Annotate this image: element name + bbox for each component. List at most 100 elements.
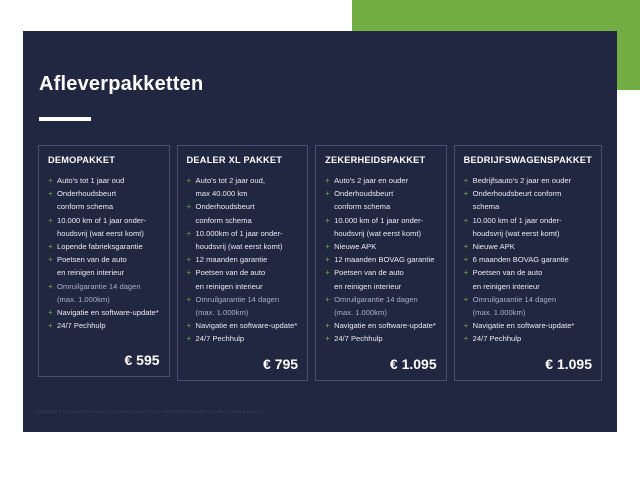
package-feature-label: Onderhoudsbeurt <box>57 189 117 199</box>
plus-icon: + <box>463 215 469 225</box>
package-feature-item: + Auto's tot 1 jaar oud <box>48 174 160 187</box>
package-feature-item: +12 maanden BOVAG garantie <box>325 253 437 266</box>
package-feature-item: + Poetsen van de auto en reinigen interieu… <box>325 266 437 292</box>
package-feature-label: 12 maanden BOVAG garantie <box>334 255 435 265</box>
package-card[interactable]: DEMOPAKKET + Auto's tot 1 jaar oud + Onderho… <box>38 145 170 377</box>
plus-icon: + <box>186 334 192 344</box>
package-feature-label: Navigatie en software-update* <box>334 321 436 331</box>
plus-icon: + <box>325 215 330 225</box>
package-feature-label: Lopende fabrieksgarantie <box>57 242 143 252</box>
package-feature-label: Poetsen van de auto <box>57 255 127 265</box>
package-price: € 1.095 <box>389 355 437 372</box>
plus-icon: + <box>463 268 469 278</box>
package-feature-label: 6 maanden BOVAG garantie <box>472 255 569 265</box>
package-card-title: DEALER XL PAKKET <box>186 155 283 165</box>
package-card[interactable]: DEALER XL PAKKET + Auto's tot 2 jaar oud, m… <box>176 145 309 381</box>
plus-icon: + <box>325 255 330 265</box>
plus-icon: + <box>186 268 192 278</box>
package-feature-item: + Onderhoudsbeurt conform schema <box>48 187 160 213</box>
package-feature-list: + Auto's tot 2 jaar oud, max 40.000 km + Ond… <box>187 174 299 346</box>
plus-icon: + <box>325 294 330 304</box>
package-feature-item: + Nieuwe APK <box>325 240 437 253</box>
package-feature-label: Poetsen van de auto <box>195 268 266 278</box>
footnote-text: Genoemde zijn nog niet verwerkt in getoo… <box>38 409 263 414</box>
package-feature-label: 10.000 km of 1 jaar onder- <box>57 215 147 225</box>
package-feature-item: + Navigatie en software-update* <box>187 319 299 332</box>
package-card[interactable]: ZEKERHEIDSPAKKET + Auto's 2 jaar en ouder +… <box>315 145 447 381</box>
package-feature-label: Auto's 2 jaar en ouder <box>334 176 409 185</box>
package-feature-item: + Poetsen van de auto en reinigen interieu… <box>464 266 592 292</box>
plus-icon: + <box>325 176 330 185</box>
package-card-title: DEMOPAKKET <box>48 155 116 165</box>
package-feature-label: Navigatie en software-update* <box>472 321 575 331</box>
package-feature-item: + Navigatie en software-update* <box>48 306 160 319</box>
title-underline-rule <box>39 117 91 121</box>
plus-icon: + <box>186 321 192 331</box>
plus-icon: + <box>186 228 192 238</box>
plus-icon: + <box>186 202 192 212</box>
package-feature-item: + Onderhoudsbeurt conform schema <box>325 187 437 213</box>
package-feature-item: + Nieuwe APK <box>464 240 592 253</box>
package-feature-label-continued: conform schema <box>57 202 114 212</box>
plus-icon: + <box>325 189 330 199</box>
package-feature-label: 12 maanden garantie <box>195 255 268 265</box>
package-feature-label-continued: (max. 1.000km) <box>57 294 110 304</box>
plus-icon: + <box>48 255 53 265</box>
package-feature-label: 10.000 km of 1 jaar onder- <box>472 215 562 225</box>
plus-icon: + <box>48 242 53 252</box>
package-feature-label-continued: (max. 1.000km) <box>195 308 249 318</box>
package-feature-item: + Navigatie en software-update* <box>464 319 592 332</box>
package-feature-item: +24/7 Pechhulp <box>187 332 299 345</box>
package-feature-label: Onderhoudsbeurt <box>334 189 394 199</box>
package-feature-label: Onderhoudsbeurt conform <box>472 189 562 199</box>
package-feature-label-continued: houdsvrij (wat eerst komt) <box>195 242 283 252</box>
package-feature-item: +24/7 Pechhulp <box>325 332 437 345</box>
package-feature-label: Omruilgarantie 14 dagen <box>472 294 557 304</box>
package-feature-item: +12 maanden garantie <box>187 253 299 266</box>
package-card-title: ZEKERHEIDSPAKKET <box>325 155 426 165</box>
package-feature-label: Navigatie en software-update* <box>57 308 159 318</box>
package-feature-item: +10.000km of 1 jaar onder-houdsvrij (wat… <box>187 227 299 253</box>
package-feature-item: + Navigatie en software-update* <box>325 319 437 332</box>
package-feature-label: Poetsen van de auto <box>334 268 404 278</box>
package-feature-item: +10.000 km of 1 jaar onder-houdsvrij (wa… <box>464 214 592 240</box>
plus-icon: + <box>48 176 53 185</box>
package-feature-item: + Omruilgarantie 14 dagen (max. 1.000km) <box>464 293 592 319</box>
plus-icon: + <box>463 189 469 199</box>
plus-icon: + <box>463 176 469 185</box>
plus-icon: + <box>48 215 53 225</box>
package-feature-label: Nieuwe APK <box>472 242 515 252</box>
package-feature-item: +24/7 Pechhulp <box>464 332 592 345</box>
plus-icon: + <box>48 281 53 291</box>
package-feature-label-continued: en reinigen interieur <box>57 268 125 278</box>
package-feature-label: Auto's tot 2 jaar oud, <box>195 176 265 185</box>
package-feature-item: + Lopende fabrieksgarantie <box>48 240 160 253</box>
package-feature-label: Omruilgarantie 14 dagen <box>195 294 280 304</box>
package-feature-label-continued: max 40.000 km <box>195 189 248 199</box>
package-feature-item: + Poetsen van de auto en reinigen interieu… <box>48 253 160 279</box>
package-feature-label: Auto's tot 1 jaar oud <box>57 176 125 185</box>
package-feature-item: +10.000 km of 1 jaar onder-houdsvrij (wa… <box>48 214 160 240</box>
package-feature-label: Nieuwe APK <box>334 242 377 252</box>
plus-icon: + <box>463 321 469 331</box>
package-feature-item: + Omruilgarantie 14 dagen (max. 1.000km) <box>48 280 160 306</box>
package-feature-label-continued: (max. 1.000km) <box>472 308 526 318</box>
package-feature-label: Bedrijfsauto's 2 jaar en ouder <box>472 176 572 185</box>
package-price: € 1.095 <box>545 355 593 372</box>
package-feature-label-continued: houdsvrij (wat eerst komt) <box>57 228 144 238</box>
package-card[interactable]: BEDRIJFSWAGENSPAKKET + Bedrijfsauto's 2 ja… <box>453 145 603 381</box>
package-feature-label-continued: conform schema <box>195 215 252 225</box>
package-cards-container: DEMOPAKKET + Auto's tot 1 jaar oud + Onderho… <box>38 145 603 381</box>
package-price: € 795 <box>263 355 299 372</box>
package-feature-label: Navigatie en software-update* <box>195 321 298 331</box>
package-feature-label: 24/7 Pechhulp <box>472 334 522 344</box>
package-feature-item: + Poetsen van de auto en reinigen interieu… <box>187 266 299 292</box>
package-feature-item: +24/7 Pechhulp <box>48 319 160 332</box>
package-feature-label-continued: (max. 1.000km) <box>334 308 387 318</box>
package-card-title: BEDRIJFSWAGENSPAKKET <box>463 155 593 165</box>
plus-icon: + <box>325 321 330 331</box>
package-feature-label: 24/7 Pechhulp <box>334 334 383 344</box>
package-feature-label-continued: schema <box>472 202 500 212</box>
plus-icon: + <box>186 176 192 185</box>
